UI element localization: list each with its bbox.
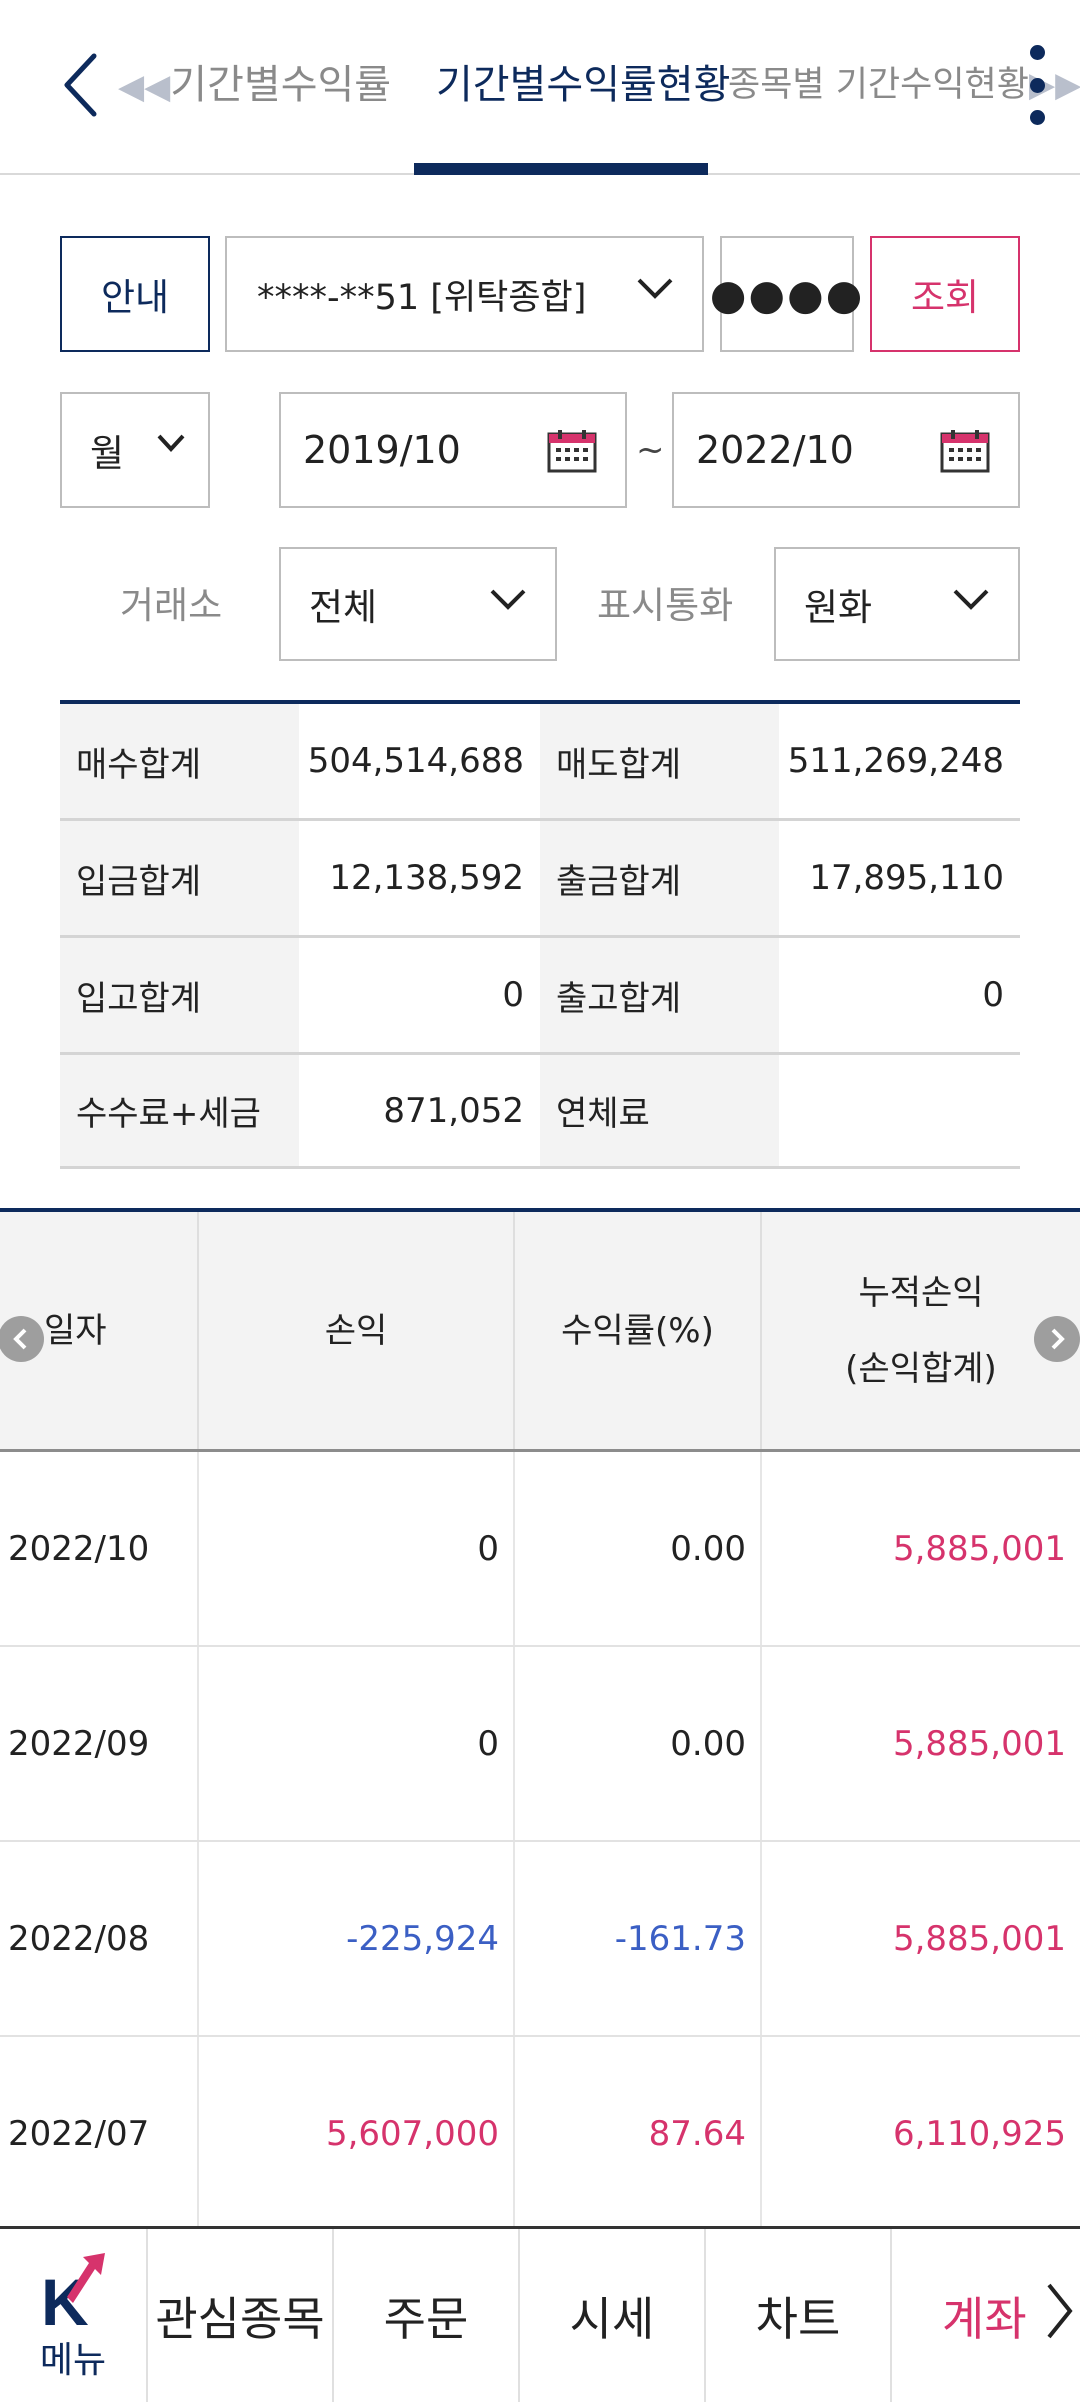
- double-left-arrow-icon: ◀◀: [118, 67, 171, 107]
- table-row[interactable]: 2022/09 0 0.00 5,885,001: [0, 1647, 1080, 1842]
- tab-item-period-profit[interactable]: 종목별 기간수익현황▶▶: [728, 65, 1080, 105]
- cell-date: 2022/10: [0, 1452, 199, 1645]
- tab-prev-period-return[interactable]: ◀◀기간별수익률: [118, 62, 392, 108]
- header-cumulative-line2: (손익합계): [845, 1348, 997, 1389]
- menu-button[interactable]: K 메뉴: [0, 2229, 148, 2402]
- chevron-down-icon: [637, 278, 673, 299]
- cell-pnl: 0: [199, 1647, 515, 1840]
- cell-pnl: 5,607,000: [199, 2037, 515, 2230]
- currency-select[interactable]: 원화: [774, 547, 1020, 661]
- cell-cumulative: 5,885,001: [892, 1528, 1066, 1569]
- back-button[interactable]: [52, 40, 108, 130]
- currency-label: 표시통화: [597, 584, 734, 627]
- guide-button[interactable]: 안내: [60, 236, 210, 352]
- account-select[interactable]: ****-**51 [위탁종합]: [225, 236, 704, 352]
- cell-rate: 0.00: [515, 1452, 762, 1645]
- cell-cumulative: 6,110,925: [892, 2113, 1066, 2154]
- cell-date: 2022/08: [0, 1842, 199, 2035]
- end-date-value: 2022/10: [696, 428, 854, 472]
- summary-label: 입금합계: [60, 821, 299, 935]
- nav-watchlist[interactable]: 관심종목: [148, 2229, 334, 2402]
- summary-row: 입고합계 0 출고합계 0: [60, 938, 1020, 1055]
- cell-pnl: 0: [199, 1452, 515, 1645]
- scroll-right-icon[interactable]: [1034, 1316, 1080, 1362]
- cell-date: 2022/07: [0, 2037, 199, 2230]
- k-logo-icon: K: [41, 2252, 105, 2331]
- exchange-value: 전체: [309, 586, 378, 629]
- chevron-down-icon: [490, 589, 526, 610]
- date-range-separator: ~: [636, 430, 665, 470]
- chevron-down-icon: [953, 589, 989, 610]
- summary-value: 511,269,248: [787, 741, 1004, 781]
- summary-value: 12,138,592: [329, 858, 524, 898]
- cell-cumulative: 5,885,001: [892, 1918, 1066, 1959]
- cell-rate: -161.73: [515, 1842, 762, 2035]
- summary-label: 출고합계: [540, 938, 779, 1052]
- header-cumulative-line1: 누적손익: [858, 1272, 984, 1313]
- summary-label: 매수합계: [60, 704, 299, 818]
- account-value: ****-**51 [위탁종합]: [257, 277, 587, 318]
- period-profit-table: 일자 손익 수익률(%) 누적손익 (손익합계) 2022/10 0 0.00 5…: [0, 1208, 1080, 2232]
- bottom-navigation: K 메뉴 관심종목 주문 시세 차트 계좌: [0, 2226, 1080, 2402]
- cell-rate: 0.00: [515, 1647, 762, 1840]
- summary-label: 수수료+세금: [60, 1055, 299, 1166]
- nav-account[interactable]: 계좌: [892, 2229, 1078, 2402]
- summary-row: 수수료+세금 871,052 연체료: [60, 1055, 1020, 1169]
- period-unit-value: 월: [90, 432, 125, 475]
- summary-value: [779, 1055, 1020, 1166]
- calendar-icon[interactable]: [547, 429, 597, 473]
- chevron-down-icon: [157, 434, 185, 452]
- nav-chart[interactable]: 차트: [706, 2229, 892, 2402]
- table-row[interactable]: 2022/08 -225,924 -161.73 5,885,001: [0, 1842, 1080, 2037]
- cell-date: 2022/09: [0, 1647, 199, 1840]
- summary-row: 입금합계 12,138,592 출금합계 17,895,110: [60, 821, 1020, 938]
- header-date: 일자: [0, 1212, 199, 1449]
- end-date-field[interactable]: 2022/10: [672, 392, 1020, 508]
- start-date-value: 2019/10: [303, 428, 461, 472]
- chevron-right-icon[interactable]: [1044, 2281, 1074, 2341]
- header-pnl: 손익: [199, 1212, 515, 1449]
- cell-pnl: -225,924: [199, 1842, 515, 2035]
- summary-label: 입고합계: [60, 938, 299, 1052]
- summary-value: 504,514,688: [307, 741, 524, 781]
- nav-order[interactable]: 주문: [334, 2229, 520, 2402]
- header-rate: 수익률(%): [515, 1212, 762, 1449]
- summary-value: 871,052: [383, 1090, 524, 1131]
- summary-label: 출금합계: [540, 821, 779, 935]
- summary-value: 0: [502, 975, 524, 1015]
- calendar-icon[interactable]: [940, 429, 990, 473]
- table-row[interactable]: 2022/10 0 0.00 5,885,001: [0, 1452, 1080, 1647]
- nav-quote[interactable]: 시세: [520, 2229, 706, 2402]
- summary-table: 매수합계 504,514,688 매도합계 511,269,248 입금합계 1…: [60, 700, 1020, 1169]
- exchange-label: 거래소: [120, 584, 223, 627]
- summary-value: 17,895,110: [809, 858, 1004, 898]
- table-header: 일자 손익 수익률(%) 누적손익 (손익합계): [0, 1212, 1080, 1452]
- back-arrow-icon: [64, 53, 97, 117]
- scroll-left-icon[interactable]: [0, 1316, 44, 1362]
- summary-label: 연체료: [540, 1055, 779, 1166]
- tab-period-return-status[interactable]: 기간별수익률현황: [436, 62, 731, 108]
- summary-label: 매도합계: [540, 704, 779, 818]
- cell-cumulative: 5,885,001: [892, 1723, 1066, 1764]
- cell-rate: 87.64: [515, 2037, 762, 2230]
- query-button[interactable]: 조회: [870, 236, 1020, 352]
- password-field[interactable]: ●●●●: [710, 236, 862, 352]
- currency-value: 원화: [804, 586, 873, 629]
- period-unit-select[interactable]: 월: [60, 392, 210, 508]
- summary-row: 매수합계 504,514,688 매도합계 511,269,248: [60, 704, 1020, 821]
- header-cumulative: 누적손익 (손익합계): [762, 1212, 1080, 1449]
- menu-label: 메뉴: [39, 2339, 107, 2381]
- nav-account-label: 계좌: [942, 2291, 1027, 2346]
- summary-value: 0: [982, 975, 1004, 1015]
- start-date-field[interactable]: 2019/10: [279, 392, 627, 508]
- active-tab-indicator: [414, 163, 708, 175]
- more-options-icon[interactable]: [1025, 45, 1049, 125]
- table-row[interactable]: 2022/07 5,607,000 87.64 6,110,925: [0, 2037, 1080, 2232]
- exchange-select[interactable]: 전체: [279, 547, 557, 661]
- top-header: ◀◀기간별수익률 기간별수익률현황 종목별 기간수익현황▶▶: [0, 0, 1080, 175]
